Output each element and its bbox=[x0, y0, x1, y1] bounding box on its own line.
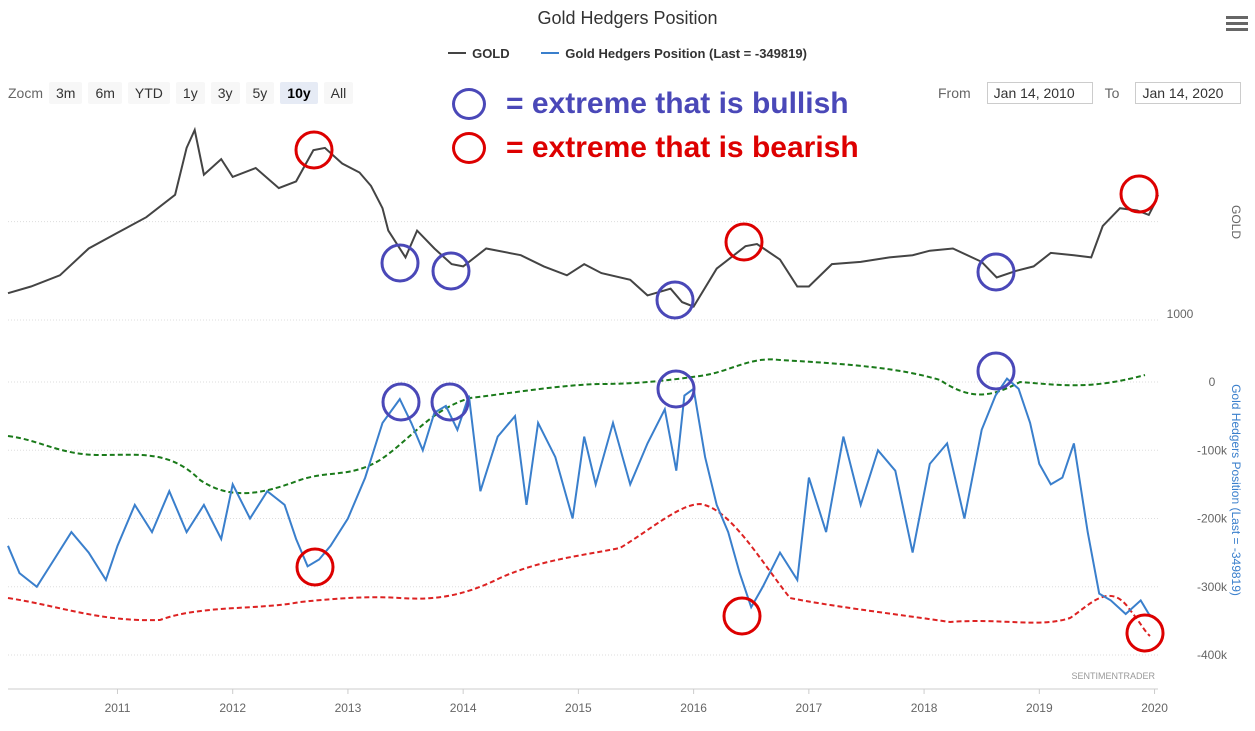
x-tick-label: 2011 bbox=[105, 701, 131, 715]
zoom-button-ytd[interactable]: YTD bbox=[127, 82, 170, 104]
bearish-extreme-marker bbox=[1119, 174, 1159, 214]
x-tick-label: 2017 bbox=[796, 701, 823, 715]
extreme-markers bbox=[294, 130, 1165, 653]
gold-series-line bbox=[7, 126, 1159, 308]
range-from-label: From bbox=[938, 85, 971, 101]
legend: GOLD Gold Hedgers Position (Last = -3498… bbox=[0, 42, 1255, 61]
legend-swatch-gold bbox=[448, 52, 467, 54]
bearish-legend-text: = extreme that is bearish bbox=[506, 131, 859, 164]
range-from-input[interactable] bbox=[986, 82, 1093, 104]
x-tick-label: 2016 bbox=[680, 701, 707, 715]
zoom-button-10y[interactable]: 10y bbox=[280, 82, 318, 104]
legend-item-hedgers[interactable]: Gold Hedgers Position (Last = -349819) bbox=[541, 46, 807, 61]
x-tick-label: 2013 bbox=[335, 701, 362, 715]
bullish-legend-text: = extreme that is bullish bbox=[506, 87, 849, 120]
hedgers-axis-title: Gold Hedgers Position (Last = -349819) bbox=[1229, 384, 1243, 596]
menu-icon[interactable] bbox=[1226, 16, 1248, 36]
x-tick-label: 2014 bbox=[450, 701, 477, 715]
credit-label: SENTIMENTRADER bbox=[1071, 671, 1155, 681]
bullish-extreme-marker bbox=[431, 251, 471, 291]
lower-band-line bbox=[7, 502, 1151, 637]
bearish-circle-icon bbox=[452, 132, 486, 164]
axes: 1000 0 -100k -200k -300k -400k 2011 2012 2013 201… bbox=[8, 205, 1243, 715]
hedgers-tick-label: -300k bbox=[1197, 580, 1228, 594]
bullish-extreme-marker bbox=[380, 243, 420, 283]
hedgers-tick-label: -400k bbox=[1197, 648, 1228, 662]
bullish-circle-icon bbox=[452, 88, 486, 120]
x-tick-label: 2015 bbox=[565, 701, 592, 715]
zoom-bar: Zocm 3m 6m YTD 1y 3y 5y 10y All bbox=[8, 82, 359, 104]
legend-label-gold: GOLD bbox=[472, 45, 510, 61]
hedgers-tick-label: 0 bbox=[1209, 375, 1216, 389]
date-range: From To bbox=[938, 82, 1242, 104]
legend-swatch-hedgers bbox=[541, 52, 560, 54]
bullish-extreme-marker bbox=[976, 351, 1016, 391]
hedgers-tick-label: -100k bbox=[1197, 443, 1228, 457]
range-to-input[interactable] bbox=[1135, 82, 1242, 104]
zoom-button-1y[interactable]: 1y bbox=[175, 82, 205, 104]
range-to-label: To bbox=[1104, 85, 1120, 101]
zoom-button-5y[interactable]: 5y bbox=[245, 82, 275, 104]
x-tick-label: 2012 bbox=[219, 701, 246, 715]
band-lines bbox=[7, 358, 1151, 637]
zoom-button-3y[interactable]: 3y bbox=[210, 82, 240, 104]
annotation-legend: = extreme that is bullish = extreme that… bbox=[452, 82, 859, 170]
bullish-extreme-marker bbox=[655, 280, 695, 320]
bearish-extreme-marker bbox=[722, 596, 762, 636]
zoom-button-6m[interactable]: 6m bbox=[88, 82, 122, 104]
bullish-extreme-marker bbox=[656, 369, 696, 409]
upper-band-line bbox=[7, 358, 1146, 495]
legend-item-gold[interactable]: GOLD bbox=[448, 46, 510, 61]
bearish-extreme-marker bbox=[724, 222, 764, 262]
gold-axis-title: GOLD bbox=[1229, 205, 1243, 239]
bearish-extreme-marker bbox=[1125, 613, 1165, 653]
x-tick-label: 2018 bbox=[911, 701, 938, 715]
gold-tick-label: 1000 bbox=[1167, 307, 1194, 321]
bearish-extreme-marker bbox=[295, 547, 335, 587]
zoom-button-3m[interactable]: 3m bbox=[49, 82, 83, 104]
chart-title: Gold Hedgers Position bbox=[537, 8, 718, 28]
x-tick-label: 2019 bbox=[1026, 701, 1053, 715]
legend-label-hedgers: Gold Hedgers Position (Last = -349819) bbox=[565, 45, 807, 61]
zoom-label: Zocm bbox=[8, 85, 43, 101]
hedgers-tick-label: -200k bbox=[1197, 512, 1228, 526]
zoom-button-all[interactable]: All bbox=[323, 82, 354, 104]
bullish-extreme-marker bbox=[381, 382, 421, 422]
x-tick-label: 2020 bbox=[1141, 701, 1168, 715]
hedgers-series-line bbox=[7, 377, 1159, 622]
bullish-extreme-marker bbox=[976, 252, 1016, 292]
bullish-extreme-marker bbox=[430, 382, 470, 422]
bearish-extreme-marker bbox=[294, 130, 334, 170]
